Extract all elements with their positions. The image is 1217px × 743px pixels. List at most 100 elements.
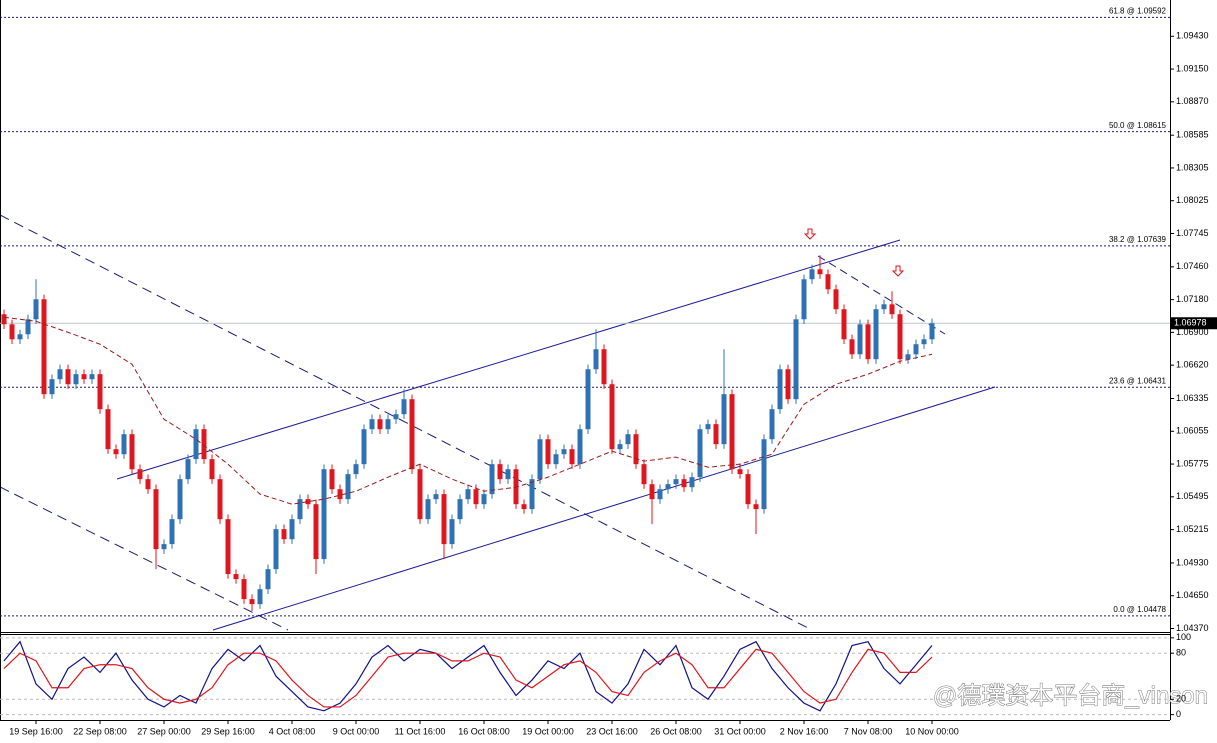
oscillator-line bbox=[3, 648, 933, 708]
candle-body bbox=[609, 384, 615, 450]
y-tick-label: 1.05775 bbox=[1176, 458, 1209, 468]
y-tick-label: 80 bbox=[1176, 648, 1186, 658]
y-tick-label: 1.08585 bbox=[1176, 130, 1209, 140]
candle-body bbox=[705, 424, 711, 430]
candle-body bbox=[673, 479, 679, 485]
candle-body bbox=[369, 419, 375, 430]
candle-body bbox=[81, 374, 87, 380]
candle-body bbox=[41, 299, 47, 395]
candle-body bbox=[593, 349, 599, 370]
candle-body bbox=[865, 324, 871, 360]
candle-body bbox=[809, 269, 815, 280]
candle-body bbox=[681, 479, 687, 488]
candle-body bbox=[497, 464, 503, 480]
candle-body bbox=[817, 269, 823, 275]
x-tick-label: 19 Sep 16:00 bbox=[9, 726, 63, 736]
x-tick-label: 7 Nov 08:00 bbox=[844, 726, 893, 736]
candle-body bbox=[761, 439, 767, 510]
x-tick-label: 11 Oct 16:00 bbox=[395, 726, 446, 736]
y-tick-label: 100 bbox=[1176, 632, 1191, 642]
candle-body bbox=[97, 374, 103, 410]
x-tick-label: 27 Sep 00:00 bbox=[137, 726, 191, 736]
fib-label: 0.0 @ 1.04478 bbox=[1113, 605, 1166, 614]
candle-body bbox=[417, 469, 423, 520]
candle-body bbox=[489, 464, 495, 495]
candle-body bbox=[129, 434, 135, 470]
candle-body bbox=[873, 309, 879, 360]
y-tick-label: 1.05495 bbox=[1176, 491, 1209, 501]
arrows bbox=[803, 228, 905, 277]
candle-body bbox=[753, 504, 759, 510]
y-tick-label: 1.04370 bbox=[1176, 623, 1209, 633]
candle-body bbox=[377, 419, 383, 430]
candle-body bbox=[121, 434, 127, 455]
candle-body bbox=[17, 334, 23, 340]
y-tick-label: 1.09430 bbox=[1176, 31, 1209, 41]
candle-body bbox=[849, 339, 855, 355]
candle-body bbox=[801, 279, 807, 320]
candle-body bbox=[337, 489, 343, 500]
candle-body bbox=[641, 464, 647, 485]
candle-body bbox=[137, 469, 143, 480]
candle-body bbox=[633, 434, 639, 465]
y-tick-label: 1.06055 bbox=[1176, 426, 1209, 436]
candle-body bbox=[321, 469, 327, 560]
candle-body bbox=[737, 469, 743, 475]
candle-body bbox=[9, 324, 15, 340]
y-tick-label: 1.08305 bbox=[1176, 162, 1209, 172]
candle-body bbox=[297, 499, 303, 520]
candle-body bbox=[105, 409, 111, 450]
x-tick-label: 16 Oct 08:00 bbox=[458, 726, 510, 736]
candle-body bbox=[433, 494, 439, 500]
x-tick-label: 4 Oct 08:00 bbox=[269, 726, 316, 736]
candle-body bbox=[793, 319, 799, 400]
fib-label: 38.2 @ 1.07639 bbox=[1109, 235, 1167, 244]
candle-body bbox=[529, 479, 535, 510]
candle-body bbox=[185, 459, 191, 480]
candle-body bbox=[345, 474, 351, 500]
candle-body bbox=[353, 464, 359, 475]
y-tick-label: 1.06900 bbox=[1176, 327, 1209, 337]
candle-body bbox=[425, 499, 431, 520]
dashed-trend bbox=[0, 486, 289, 631]
x-tick-label: 22 Sep 08:00 bbox=[73, 726, 127, 736]
candle-body bbox=[825, 274, 831, 290]
down-arrow bbox=[891, 265, 905, 277]
candle-body bbox=[617, 444, 623, 450]
fib-label: 50.0 @ 1.08615 bbox=[1109, 121, 1167, 130]
candle-body bbox=[65, 369, 71, 385]
fib-label: 23.6 @ 1.06431 bbox=[1109, 376, 1167, 385]
candle-body bbox=[145, 479, 151, 490]
candle-body bbox=[385, 419, 391, 430]
y-tick-label: 1.05215 bbox=[1176, 524, 1209, 534]
x-tick-label: 31 Oct 00:00 bbox=[714, 726, 766, 736]
candle-body bbox=[545, 439, 551, 465]
y-tick-label: 1.06620 bbox=[1176, 360, 1209, 370]
y-tick-label: 1.07460 bbox=[1176, 261, 1209, 271]
candle-body bbox=[913, 344, 919, 355]
candle-body bbox=[585, 369, 591, 430]
channel-lower bbox=[212, 386, 996, 631]
candle-body bbox=[601, 349, 607, 385]
candle-body bbox=[1, 314, 7, 325]
candle-body bbox=[857, 324, 863, 355]
y-tick-label: 1.04930 bbox=[1176, 557, 1209, 567]
candle-body bbox=[329, 469, 335, 490]
candle-body bbox=[169, 519, 175, 545]
candle-body bbox=[689, 477, 695, 488]
y-tick-label: 1.07180 bbox=[1176, 294, 1209, 304]
candle-body bbox=[273, 529, 279, 570]
dashed-trend bbox=[817, 255, 946, 335]
candle-body bbox=[569, 449, 575, 465]
candle-body bbox=[217, 479, 223, 520]
candle-body bbox=[305, 499, 311, 505]
x-tick-label: 23 Oct 16:00 bbox=[586, 726, 638, 736]
candle-body bbox=[289, 519, 295, 540]
x-tick-label: 9 Oct 00:00 bbox=[333, 726, 380, 736]
trend-lines bbox=[0, 214, 996, 631]
candle-body bbox=[561, 449, 567, 455]
y-tick-label: 1.07745 bbox=[1176, 228, 1209, 238]
candle-body bbox=[881, 304, 887, 310]
candle-body bbox=[777, 369, 783, 410]
